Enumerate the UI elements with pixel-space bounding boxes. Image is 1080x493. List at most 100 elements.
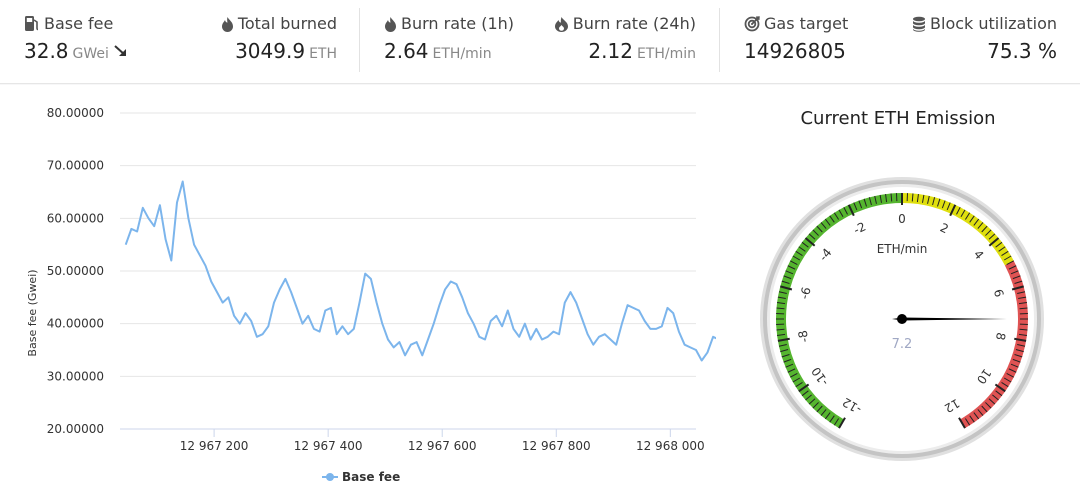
gauge-tick	[998, 246, 1006, 252]
gauge-tick	[853, 202, 858, 211]
x-tick-label: 12 967 200	[180, 439, 249, 453]
y-tick-label: 20.00000	[47, 422, 104, 436]
stat-label: Block utilization	[930, 14, 1057, 33]
gauge-tick	[812, 229, 819, 236]
gauge-tick-label: 0	[898, 212, 906, 226]
gauge-tick	[988, 398, 996, 405]
gauge-tick	[858, 200, 863, 209]
y-tick-label: 50.00000	[47, 264, 104, 278]
gauge-tick	[838, 417, 846, 429]
gauge-tick	[941, 200, 946, 209]
stat-burn-rate-1h: Burn rate (1h) 2.64 ETH/min	[384, 14, 514, 70]
gauge-tick	[808, 233, 816, 240]
divider	[719, 8, 720, 72]
gauge-tick	[787, 265, 796, 270]
stat-unit: GWei	[72, 46, 109, 62]
gauge-tick	[969, 415, 975, 423]
gauge-tick	[1001, 250, 1009, 257]
gauge-tick	[964, 418, 971, 426]
gauge-tick	[778, 344, 787, 347]
gauge-tick	[1012, 275, 1021, 280]
gauge-tick	[937, 198, 941, 207]
gauge-tick	[956, 207, 961, 215]
gauge-tick	[992, 394, 999, 401]
gauge-tick	[783, 358, 792, 363]
y-tick-label: 40.00000	[47, 317, 104, 331]
stat-value: 75.3 %	[987, 39, 1057, 63]
y-tick-label: 60.00000	[47, 211, 104, 225]
gauge-tick	[792, 255, 801, 261]
series-line-base-fee[interactable]	[124, 180, 817, 373]
y-tick-label: 70.00000	[47, 159, 104, 173]
gauge-tick	[874, 195, 877, 204]
gauge-tick	[790, 260, 798, 265]
base-fee-chart-panel: 20.00000 30.00000 40.00000 50.00000 60.00000…	[0, 85, 817, 493]
gauge-tick	[787, 368, 796, 373]
gauge-tick	[824, 218, 831, 226]
legend-marker	[326, 473, 334, 481]
gauge-tick	[795, 381, 803, 388]
gauge-tick	[1010, 270, 1019, 275]
gauge-tick	[890, 193, 893, 202]
gauge-tick	[777, 333, 786, 336]
gauge-tick	[1014, 354, 1023, 358]
gauge-tick	[868, 197, 872, 206]
gauge-band	[959, 260, 1028, 429]
gauge-tick	[1017, 291, 1026, 294]
gauge-tick	[863, 198, 867, 207]
gauge-tick	[911, 193, 914, 202]
gauge-tick	[795, 250, 803, 257]
gauge-needle	[892, 317, 1007, 321]
gauge-tick	[932, 197, 936, 206]
stat-label: Total burned	[237, 14, 337, 33]
gauge-tick	[783, 275, 792, 280]
gauge-tick	[792, 377, 801, 383]
y-axis-label: Base fee (Gwei)	[26, 269, 39, 356]
gauge-tick	[981, 405, 988, 413]
gauge-tick	[1018, 296, 1027, 300]
gauge-tick	[1018, 333, 1027, 336]
gauge-tick	[780, 285, 793, 291]
gauge-tick	[960, 209, 966, 218]
stat-unit: ETH/min	[432, 46, 492, 62]
eth-emission-gauge-panel: Current ETH Emission -12 -10 -8 -6 -4 -2 0 2 4 6 8…	[716, 85, 1080, 493]
gauge-tick	[778, 291, 787, 294]
stat-gas-target: Gas target 14926805	[744, 14, 848, 70]
gauge-tick	[1001, 381, 1009, 388]
fire-icon	[554, 16, 569, 32]
gauge-tick	[785, 270, 794, 275]
gauge-tick-label: 8	[993, 331, 1008, 341]
gauge-tick	[1019, 307, 1028, 310]
gauge-tick	[995, 390, 1003, 397]
gauge-tick	[1014, 337, 1027, 342]
gauge-tick	[879, 194, 883, 203]
gauge-tick	[1015, 349, 1024, 353]
gauge-tick	[1003, 377, 1012, 383]
x-tick-label: 12 967 800	[522, 439, 591, 453]
gauge-tick	[808, 398, 816, 405]
flame-icon	[221, 16, 234, 32]
gauge-tick	[781, 280, 790, 284]
gauge-value: 7.2	[892, 337, 913, 352]
gauge-tick	[977, 409, 984, 416]
gauge-tick	[820, 409, 827, 416]
stat-value: 2.12	[588, 39, 633, 63]
x-tick-label: 12 967 600	[408, 439, 477, 453]
chart-legend[interactable]: Base fee	[322, 470, 400, 484]
gauge-tick	[988, 237, 1000, 247]
stat-value: 32.8	[24, 39, 69, 63]
gauge-tick	[801, 241, 809, 248]
base-fee-chart[interactable]: 20.00000 30.00000 40.00000 50.00000 60.00000…	[0, 85, 817, 493]
gauge-tick-label: 12	[942, 396, 962, 416]
stat-label: Burn rate (1h)	[401, 14, 515, 33]
gauge-tick	[1008, 265, 1017, 270]
gauge-tick	[885, 194, 888, 203]
gauge-tick-label: -8	[796, 329, 812, 343]
stat-value: 2.64	[384, 39, 429, 63]
gauge-tick	[833, 212, 840, 220]
gauge-tick	[833, 418, 840, 426]
gauge-tick	[777, 302, 786, 305]
x-tick-label: 12 968 000	[636, 439, 705, 453]
gauge-tick	[777, 337, 790, 342]
